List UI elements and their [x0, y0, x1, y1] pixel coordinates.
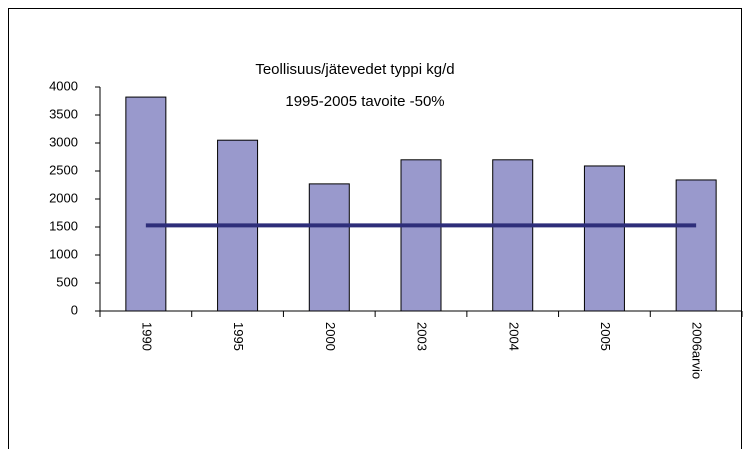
y-tick-label: 0: [71, 302, 78, 317]
y-tick-label: 1000: [49, 246, 78, 261]
y-tick-label: 4000: [49, 78, 78, 93]
x-tick-label: 2000: [323, 322, 338, 351]
x-tick-label: 2004: [506, 322, 521, 351]
y-tick-label: 1500: [49, 218, 78, 233]
x-tick-label: 2006arvio: [690, 322, 705, 379]
bar: [675, 179, 717, 312]
bar: [583, 165, 625, 312]
x-tick-label: 2005: [598, 322, 613, 351]
y-tick-label: 500: [56, 274, 78, 289]
bar: [400, 159, 442, 312]
bar: [125, 96, 167, 312]
x-tick-label: 1995: [231, 322, 246, 351]
y-tick-label: 2000: [49, 190, 78, 205]
y-tick-label: 2500: [49, 162, 78, 177]
bar: [308, 183, 350, 312]
y-tick-label: 3000: [49, 134, 78, 149]
bar: [492, 159, 534, 312]
chart-title: Teollisuus/jätevedet typpi kg/d: [255, 61, 454, 78]
y-tick-label: 3500: [49, 106, 78, 121]
chart-subtitle: 1995-2005 tavoite -50%: [285, 93, 444, 110]
x-tick-label: 1990: [139, 322, 154, 351]
x-tick-label: 2003: [415, 322, 430, 351]
